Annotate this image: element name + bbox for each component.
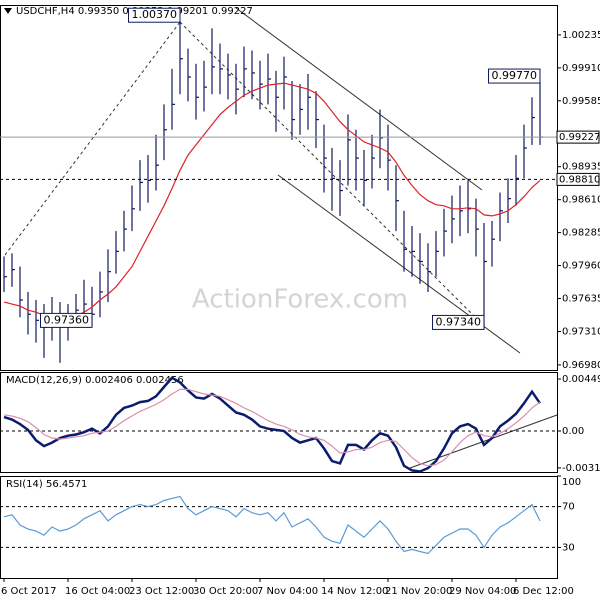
x-tick-label: 23 Oct 12:00 — [129, 586, 194, 597]
annotation-box — [128, 7, 181, 23]
series-line — [3, 388, 541, 467]
annotation-box — [488, 68, 541, 84]
level-label: 0.98810 — [559, 174, 600, 185]
x-tick-label: 30 Oct 20:00 — [193, 586, 258, 597]
series-line — [3, 82, 541, 319]
trend-line — [4, 21, 181, 256]
y-tick-label: 0.98285 — [562, 228, 600, 239]
panel-frame — [0, 476, 558, 579]
y-tick-label: -0.003186 — [562, 463, 600, 474]
level-box — [556, 172, 600, 186]
channel-line — [235, 7, 483, 191]
annotation-label: 0.97360 — [44, 313, 90, 326]
x-tick-label: 21 Nov 20:00 — [385, 586, 452, 597]
y-tick-label: 100 — [562, 477, 581, 488]
series-line — [3, 376, 542, 473]
panel-title: RSI(14) 56.4571 — [6, 479, 87, 490]
series-line — [3, 495, 541, 555]
y-tick-label: 0.97310 — [562, 326, 600, 337]
level-box — [556, 130, 600, 144]
y-tick-label: 0.99585 — [562, 96, 600, 107]
y-tick-label: 0.00 — [562, 426, 584, 437]
panel-frame — [0, 5, 558, 371]
x-tick-label: 29 Nov 04:00 — [449, 586, 516, 597]
x-tick-label: 6 Oct 2017 — [1, 586, 56, 597]
y-tick-label: 0.99910 — [562, 63, 600, 74]
annotation-label: 0.99770 — [492, 69, 538, 82]
y-tick-label: 0.004493 — [562, 374, 600, 385]
x-tick-label: 7 Nov 04:00 — [257, 586, 318, 597]
panel-frame — [0, 372, 558, 473]
y-tick-label: 0.98610 — [562, 195, 600, 206]
y-tick-label: 30 — [562, 542, 575, 553]
x-tick-label: 6 Dec 12:00 — [513, 586, 574, 597]
level-label: 0.99227 — [559, 132, 600, 143]
y-tick-label: 70 — [562, 502, 575, 513]
menu-triangle — [4, 8, 12, 14]
annotation-label: 0.97340 — [436, 315, 482, 328]
panel-title: MACD(12,26,9) 0.002406 0.002456 — [6, 375, 184, 386]
watermark: ActionForex.com — [192, 285, 408, 315]
y-tick-label: 0.98935 — [562, 162, 600, 173]
annotation-box — [40, 312, 93, 328]
x-tick-label: 14 Nov 12:00 — [321, 586, 388, 597]
y-tick-label: 0.97635 — [562, 294, 600, 305]
y-tick-label: 1.00235 — [562, 30, 600, 41]
x-tick-label: 16 Oct 04:00 — [65, 586, 130, 597]
annotation-label: 1.00370 — [132, 8, 178, 21]
y-tick-label: 0.96980 — [562, 360, 600, 371]
y-tick-label: 0.97960 — [562, 261, 600, 272]
annotation-box — [432, 314, 485, 330]
